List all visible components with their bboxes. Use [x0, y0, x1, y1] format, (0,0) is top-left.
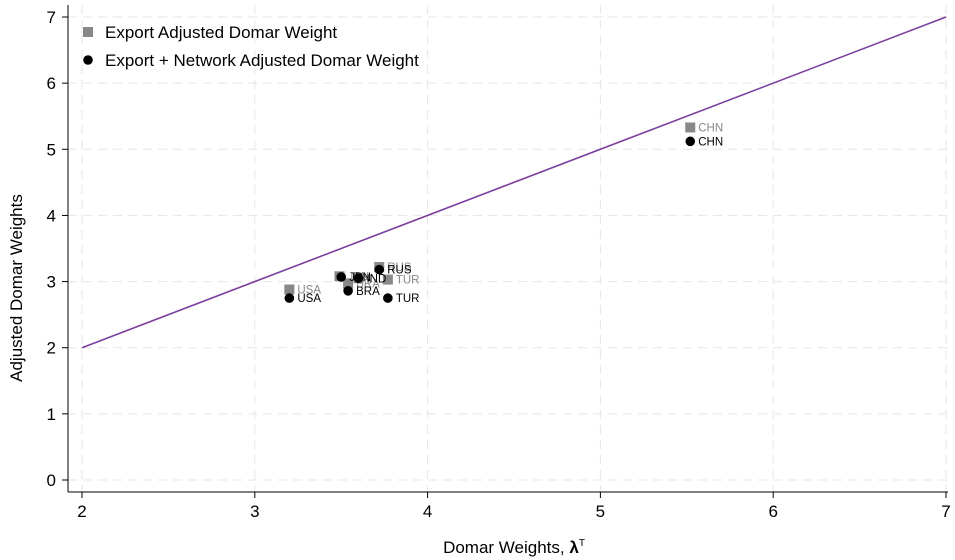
y-tick-label: 5 — [47, 140, 56, 159]
point-square-tur — [382, 274, 393, 285]
y-tick-label: 3 — [47, 273, 56, 292]
x-tick-label: 4 — [423, 502, 432, 521]
point-label-bra: BRA — [356, 286, 380, 298]
y-tick-label: 1 — [47, 405, 56, 424]
reference-line-layer — [81, 16, 947, 349]
legend-label: Export + Network Adjusted Domar Weight — [105, 51, 419, 70]
point-circle-bra — [343, 286, 353, 296]
legend: Export Adjusted Domar Weight Export + Net… — [83, 23, 419, 70]
legend-marker-circle — [83, 55, 93, 65]
axes: 2 3 4 5 6 7 0 1 2 3 4 5 6 7 — [47, 5, 951, 521]
point-square-usa — [284, 284, 295, 295]
x-axis-title: Domar Weights, λT — [443, 538, 585, 557]
point-label-ind: IND — [366, 273, 386, 285]
grid — [68, 5, 948, 492]
point-circle-ind — [353, 273, 364, 284]
point-circle-usa — [284, 293, 295, 303]
point-square-bra — [343, 278, 354, 289]
point-circle-chn — [685, 136, 696, 147]
y-tick-label: 4 — [47, 206, 56, 225]
point-label-tur: TUR — [396, 275, 420, 287]
point-circle-rus — [374, 264, 385, 275]
point-label-ind: IND — [366, 273, 386, 285]
point-square-chn — [685, 122, 696, 133]
x-tick-label: 5 — [596, 502, 605, 521]
point-label-rus: RUS — [387, 265, 412, 277]
point-label-usa: USA — [297, 285, 321, 297]
point-label-jpn: JPN — [349, 272, 371, 284]
y-tick-label: 6 — [47, 74, 56, 93]
point-label-chn: CHN — [698, 122, 723, 134]
legend-marker-square — [83, 27, 93, 37]
point-label-tur: TUR — [396, 293, 420, 305]
points-layer: CHNUSARUSTURBRAINDJPNCHNUSARUSTURBRAINDJ… — [284, 122, 723, 305]
point-label-rus: RUS — [387, 262, 412, 274]
point-circle-jpn — [336, 272, 347, 282]
x-tick-label: 7 — [941, 502, 950, 521]
legend-label: Export Adjusted Domar Weight — [105, 23, 337, 42]
reference-line — [81, 16, 947, 349]
point-circle-tur — [383, 293, 393, 303]
x-tick-label: 6 — [768, 502, 777, 521]
y-tick-label: 0 — [47, 471, 56, 490]
x-tick-label: 2 — [77, 502, 86, 521]
y-tick-label: 7 — [47, 8, 56, 27]
x-tick-label: 3 — [250, 502, 259, 521]
y-axis-title: Adjusted Domar Weights — [7, 194, 26, 382]
point-label-chn: CHN — [698, 136, 723, 148]
y-tick-label: 2 — [47, 339, 56, 358]
point-label-usa: USA — [297, 293, 321, 305]
